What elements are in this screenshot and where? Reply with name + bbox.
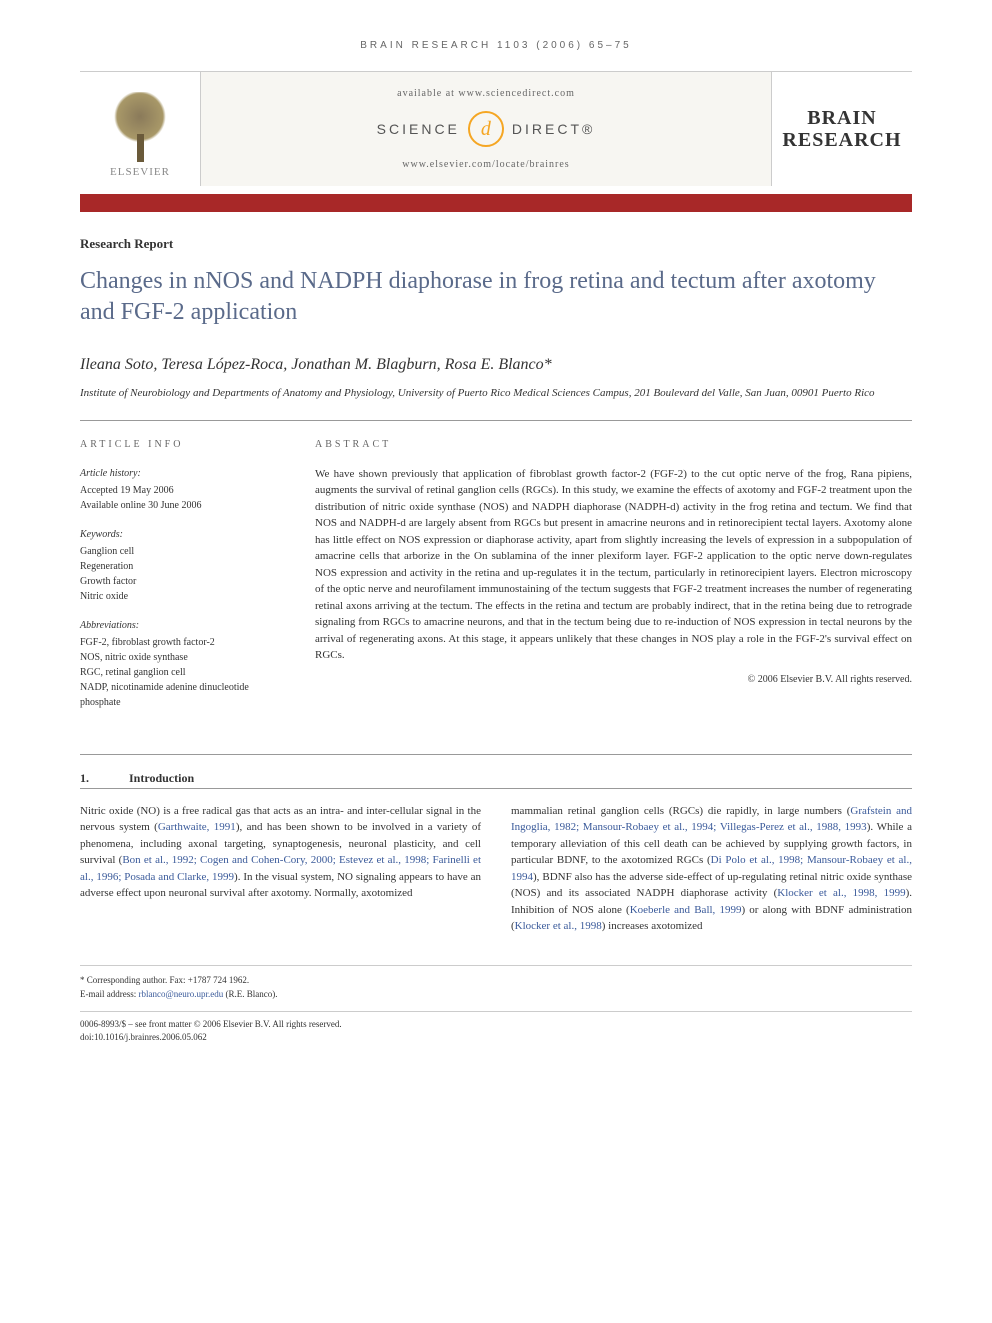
issn-line: 0006-8993/$ – see front matter © 2006 El…: [80, 1018, 912, 1031]
history-accepted: Accepted 19 May 2006: [80, 483, 275, 498]
keyword-item: Growth factor: [80, 574, 275, 589]
body-text: ) increases axotomized: [602, 920, 703, 932]
sciencedirect-logo: SCIENCE d DIRECT®: [221, 111, 751, 147]
body-col-left: Nitric oxide (NO) is a free radical gas …: [80, 803, 481, 935]
abbrev-item: RGC, retinal ganglion cell: [80, 665, 275, 680]
abstract-text: We have shown previously that applicatio…: [315, 466, 912, 664]
journal-name: BRAIN RESEARCH: [782, 107, 901, 151]
article-info-header: ARTICLE INFO: [80, 437, 275, 452]
sd-text-right: DIRECT®: [512, 121, 595, 137]
elsevier-logo-block: ELSEVIER: [80, 72, 200, 186]
section-number: 1.: [80, 771, 89, 786]
color-bar: [80, 194, 912, 212]
email-label: E-mail address:: [80, 989, 138, 999]
abbrev-item: NADP, nicotinamide adenine dinucleotide …: [80, 680, 275, 710]
journal-name-line1: BRAIN: [782, 107, 901, 129]
abbrev-item: NOS, nitric oxide synthase: [80, 650, 275, 665]
journal-logo-block: BRAIN RESEARCH: [772, 72, 912, 186]
doi-block: 0006-8993/$ – see front matter © 2006 El…: [80, 1011, 912, 1043]
sd-swirl-icon: d: [468, 111, 504, 147]
reference-link[interactable]: Garthwaite, 1991: [158, 821, 236, 833]
divider-bottom: [80, 754, 912, 755]
body-col-right: mammalian retinal ganglion cells (RGCs) …: [511, 803, 912, 935]
article-info-column: ARTICLE INFO Article history: Accepted 1…: [80, 437, 275, 724]
body-text: mammalian retinal ganglion cells (RGCs) …: [511, 805, 850, 817]
divider-top: [80, 420, 912, 421]
keywords-title: Keywords:: [80, 527, 275, 542]
section-title: Introduction: [129, 771, 194, 786]
journal-url[interactable]: www.elsevier.com/locate/brainres: [221, 159, 751, 170]
body-columns: Nitric oxide (NO) is a free radical gas …: [80, 803, 912, 935]
article-title: Changes in nNOS and NADPH diaphorase in …: [80, 266, 912, 328]
section-1-heading: 1. Introduction: [80, 771, 912, 789]
footer-block: * Corresponding author. Fax: +1787 724 1…: [80, 965, 912, 1043]
doi-line: doi:10.1016/j.brainres.2006.05.062: [80, 1031, 912, 1044]
abbrev-title: Abbreviations:: [80, 618, 275, 633]
article-history-block: Article history: Accepted 19 May 2006 Av…: [80, 466, 275, 513]
keywords-block: Keywords: Ganglion cell Regeneration Gro…: [80, 527, 275, 604]
article-type: Research Report: [80, 236, 912, 252]
affiliation: Institute of Neurobiology and Department…: [80, 386, 912, 401]
email-person: (R.E. Blanco).: [223, 989, 277, 999]
email-line: E-mail address: rblanco@neuro.upr.edu (R…: [80, 988, 912, 1001]
abbreviations-block: Abbreviations: FGF-2, fibroblast growth …: [80, 618, 275, 710]
email-link[interactable]: rblanco@neuro.upr.edu: [138, 989, 223, 999]
reference-link[interactable]: Klocker et al., 1998, 1999: [777, 887, 905, 899]
abstract-header: ABSTRACT: [315, 437, 912, 452]
authors-line: Ileana Soto, Teresa López-Roca, Jonathan…: [80, 356, 912, 374]
journal-name-line2: RESEARCH: [782, 129, 901, 151]
history-online: Available online 30 June 2006: [80, 498, 275, 513]
elsevier-label: ELSEVIER: [110, 166, 170, 178]
elsevier-tree-icon: [105, 92, 175, 162]
info-abstract-row: ARTICLE INFO Article history: Accepted 1…: [80, 437, 912, 724]
available-at-text: available at www.sciencedirect.com: [221, 88, 751, 99]
history-title: Article history:: [80, 466, 275, 481]
keyword-item: Nitric oxide: [80, 589, 275, 604]
running-header: BRAIN RESEARCH 1103 (2006) 65–75: [80, 40, 912, 51]
abstract-column: ABSTRACT We have shown previously that a…: [315, 437, 912, 724]
reference-link[interactable]: Klocker et al., 1998: [515, 920, 602, 932]
sd-text-left: SCIENCE: [377, 121, 460, 137]
reference-link[interactable]: Koeberle and Ball, 1999: [630, 904, 742, 916]
abstract-copyright: © 2006 Elsevier B.V. All rights reserved…: [315, 672, 912, 687]
sciencedirect-box: available at www.sciencedirect.com SCIEN…: [200, 72, 772, 186]
abbrev-item: FGF-2, fibroblast growth factor-2: [80, 635, 275, 650]
corresponding-author: * Corresponding author. Fax: +1787 724 1…: [80, 974, 912, 987]
keyword-item: Ganglion cell: [80, 544, 275, 559]
masthead-box: ELSEVIER available at www.sciencedirect.…: [80, 71, 912, 186]
keyword-item: Regeneration: [80, 559, 275, 574]
